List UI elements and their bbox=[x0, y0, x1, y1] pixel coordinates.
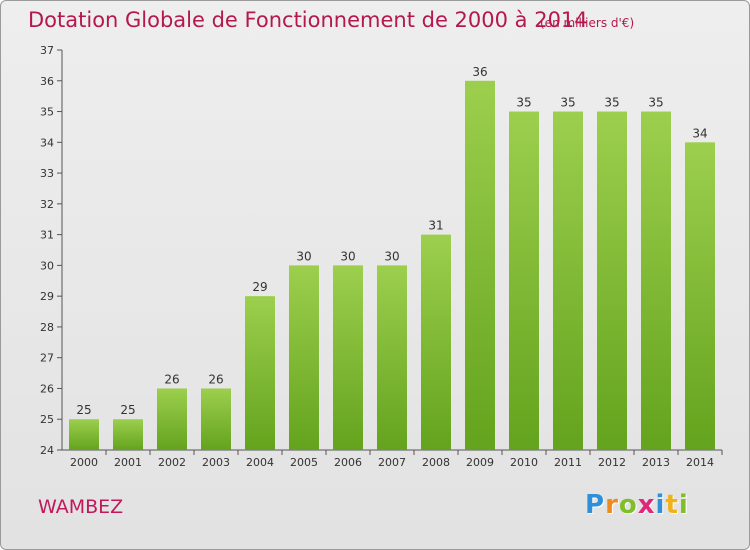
x-tick-label-2001: 2001 bbox=[114, 456, 142, 469]
data-label-2010: 35 bbox=[516, 96, 531, 110]
data-label-2003: 26 bbox=[208, 372, 223, 386]
y-tick-label: 35 bbox=[40, 106, 54, 119]
x-tick-label-2009: 2009 bbox=[466, 456, 494, 469]
logo-letter: i bbox=[678, 490, 689, 520]
logo-letter: P bbox=[585, 490, 606, 520]
bar-2012 bbox=[597, 111, 627, 451]
bar-2014 bbox=[685, 142, 715, 451]
data-label-2005: 30 bbox=[296, 249, 311, 263]
bar-2005 bbox=[289, 265, 319, 450]
x-tick-label-2006: 2006 bbox=[334, 456, 362, 469]
logo-letter: x bbox=[637, 490, 656, 520]
data-label-2009: 36 bbox=[472, 65, 487, 79]
x-tick-label-2004: 2004 bbox=[246, 456, 274, 469]
data-label-2001: 25 bbox=[120, 403, 135, 417]
y-tick-label: 29 bbox=[40, 290, 54, 303]
y-tick-label: 28 bbox=[40, 321, 54, 334]
bar-2003 bbox=[201, 388, 231, 450]
y-tick-label: 24 bbox=[40, 444, 54, 457]
data-label-2004: 29 bbox=[252, 280, 267, 294]
logo-letter: r bbox=[605, 490, 619, 520]
bar-2006 bbox=[333, 265, 363, 450]
x-tick-label-2008: 2008 bbox=[422, 456, 450, 469]
chart-title: Dotation Globale de Fonctionnement de 20… bbox=[28, 8, 588, 32]
data-label-2008: 31 bbox=[428, 219, 443, 233]
y-tick-label: 33 bbox=[40, 167, 54, 180]
bar-2007 bbox=[377, 265, 407, 450]
y-tick-label: 30 bbox=[40, 259, 54, 272]
bar-2011 bbox=[553, 111, 583, 451]
bar-2013 bbox=[641, 111, 671, 451]
data-label-2011: 35 bbox=[560, 96, 575, 110]
x-tick-label-2002: 2002 bbox=[158, 456, 186, 469]
logo-letter: t bbox=[665, 490, 679, 520]
data-label-2000: 25 bbox=[76, 403, 91, 417]
bar-2000 bbox=[69, 419, 99, 450]
y-tick-label: 25 bbox=[40, 413, 54, 426]
proxiti-logo: Proxiti bbox=[585, 490, 689, 520]
y-tick-label: 27 bbox=[40, 352, 54, 365]
data-label-2006: 30 bbox=[340, 249, 355, 263]
x-tick-label-2003: 2003 bbox=[202, 456, 230, 469]
bar-2009 bbox=[465, 80, 495, 451]
chart-unit-label: (en milliers d'€) bbox=[540, 16, 635, 30]
bar-2002 bbox=[157, 388, 187, 450]
y-tick-label: 31 bbox=[40, 229, 54, 242]
data-label-2014: 34 bbox=[692, 126, 707, 140]
bar-2010 bbox=[509, 111, 539, 451]
x-tick-label-2010: 2010 bbox=[510, 456, 538, 469]
data-label-2007: 30 bbox=[384, 249, 399, 263]
commune-name: WAMBEZ bbox=[38, 496, 124, 518]
logo-letter: o bbox=[618, 490, 638, 520]
y-tick-label: 34 bbox=[40, 136, 54, 149]
bar-2008 bbox=[421, 234, 451, 450]
data-label-2013: 35 bbox=[648, 96, 663, 110]
y-tick-label: 32 bbox=[40, 198, 54, 211]
y-tick-label: 26 bbox=[40, 382, 54, 395]
bar-2004 bbox=[245, 296, 275, 450]
data-label-2012: 35 bbox=[604, 96, 619, 110]
y-tick-label: 36 bbox=[40, 75, 54, 88]
x-tick-label-2014: 2014 bbox=[686, 456, 714, 469]
x-tick-label-2007: 2007 bbox=[378, 456, 406, 469]
y-tick-label: 37 bbox=[40, 44, 54, 57]
x-tick-label-2013: 2013 bbox=[642, 456, 670, 469]
x-tick-label-2000: 2000 bbox=[70, 456, 98, 469]
data-label-2002: 26 bbox=[164, 372, 179, 386]
x-tick-label-2012: 2012 bbox=[598, 456, 626, 469]
x-tick-label-2011: 2011 bbox=[554, 456, 582, 469]
x-tick-label-2005: 2005 bbox=[290, 456, 318, 469]
bar-2001 bbox=[113, 419, 143, 450]
logo-letter: i bbox=[655, 490, 666, 520]
